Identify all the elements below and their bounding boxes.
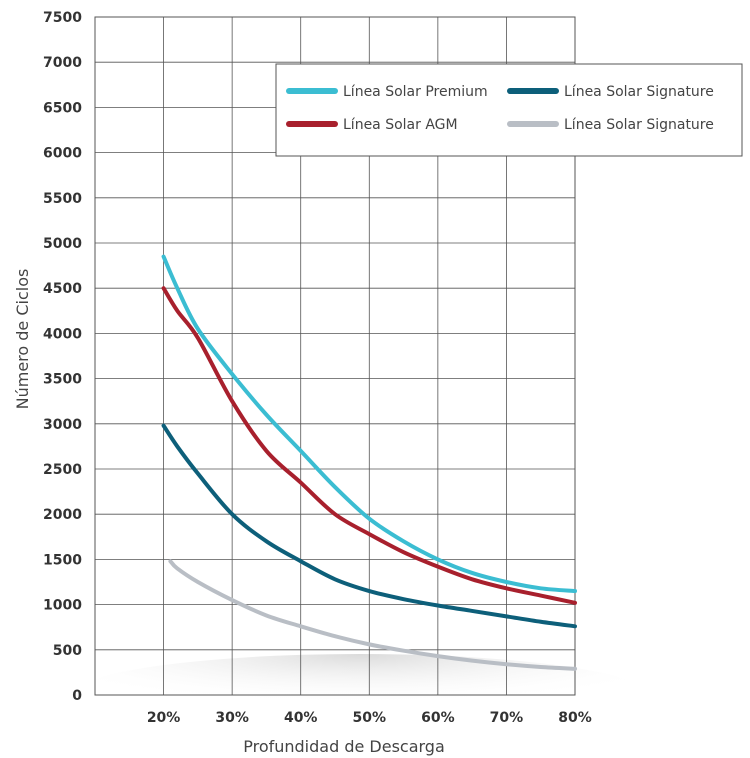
y-tick-label: 5500 (43, 191, 82, 207)
plot-border (94, 16, 576, 696)
legend-label: Línea Solar Premium (343, 84, 488, 100)
series-lines (161, 254, 577, 671)
y-tick-label: 7500 (43, 10, 82, 26)
y-tick-label: 4000 (43, 326, 82, 342)
y-tick-label: 4500 (43, 281, 82, 297)
y-tick-label: 2500 (43, 462, 82, 478)
series-line (161, 286, 577, 605)
legend-label: Línea Solar AGM (343, 117, 458, 133)
y-tick-label: 1000 (43, 598, 82, 614)
x-tick-label: 50% (353, 710, 387, 726)
legend-label: Línea Solar Signature (564, 117, 714, 133)
x-tick-label: 60% (421, 710, 455, 726)
legend-box (275, 63, 743, 157)
floor-shadow (70, 654, 650, 738)
y-tick-label: 0 (72, 688, 82, 704)
x-tick-label: 30% (215, 710, 249, 726)
y-axis-title: Número de Ciclos (13, 269, 32, 410)
x-tick-label: 80% (558, 710, 592, 726)
x-tick-label: 20% (147, 710, 181, 726)
x-axis-title: Profundidad de Descarga (243, 737, 445, 756)
y-tick-label: 6500 (43, 100, 82, 116)
x-tick-label: 40% (284, 710, 318, 726)
x-tick-label: 70% (490, 710, 524, 726)
y-tick-label: 3000 (43, 417, 82, 433)
tick-labels: 0 500 1000 1500 2000 2500 3000 3500 4000 4500 5000… (43, 10, 592, 726)
y-tick-label: 1500 (43, 552, 82, 568)
y-tick-label: 6000 (43, 146, 82, 162)
series-line (168, 559, 577, 671)
series-line (161, 254, 577, 594)
legend: Línea Solar Premium Línea Solar AGM Línea … (275, 63, 743, 157)
series-line (161, 423, 577, 629)
y-tick-label: 7000 (43, 55, 82, 71)
y-tick-label: 5000 (43, 236, 82, 252)
y-tick-label: 500 (53, 643, 82, 659)
y-tick-label: 3500 (43, 372, 82, 388)
y-tick-label: 2000 (43, 507, 82, 523)
legend-label: Línea Solar Signature (564, 84, 714, 100)
